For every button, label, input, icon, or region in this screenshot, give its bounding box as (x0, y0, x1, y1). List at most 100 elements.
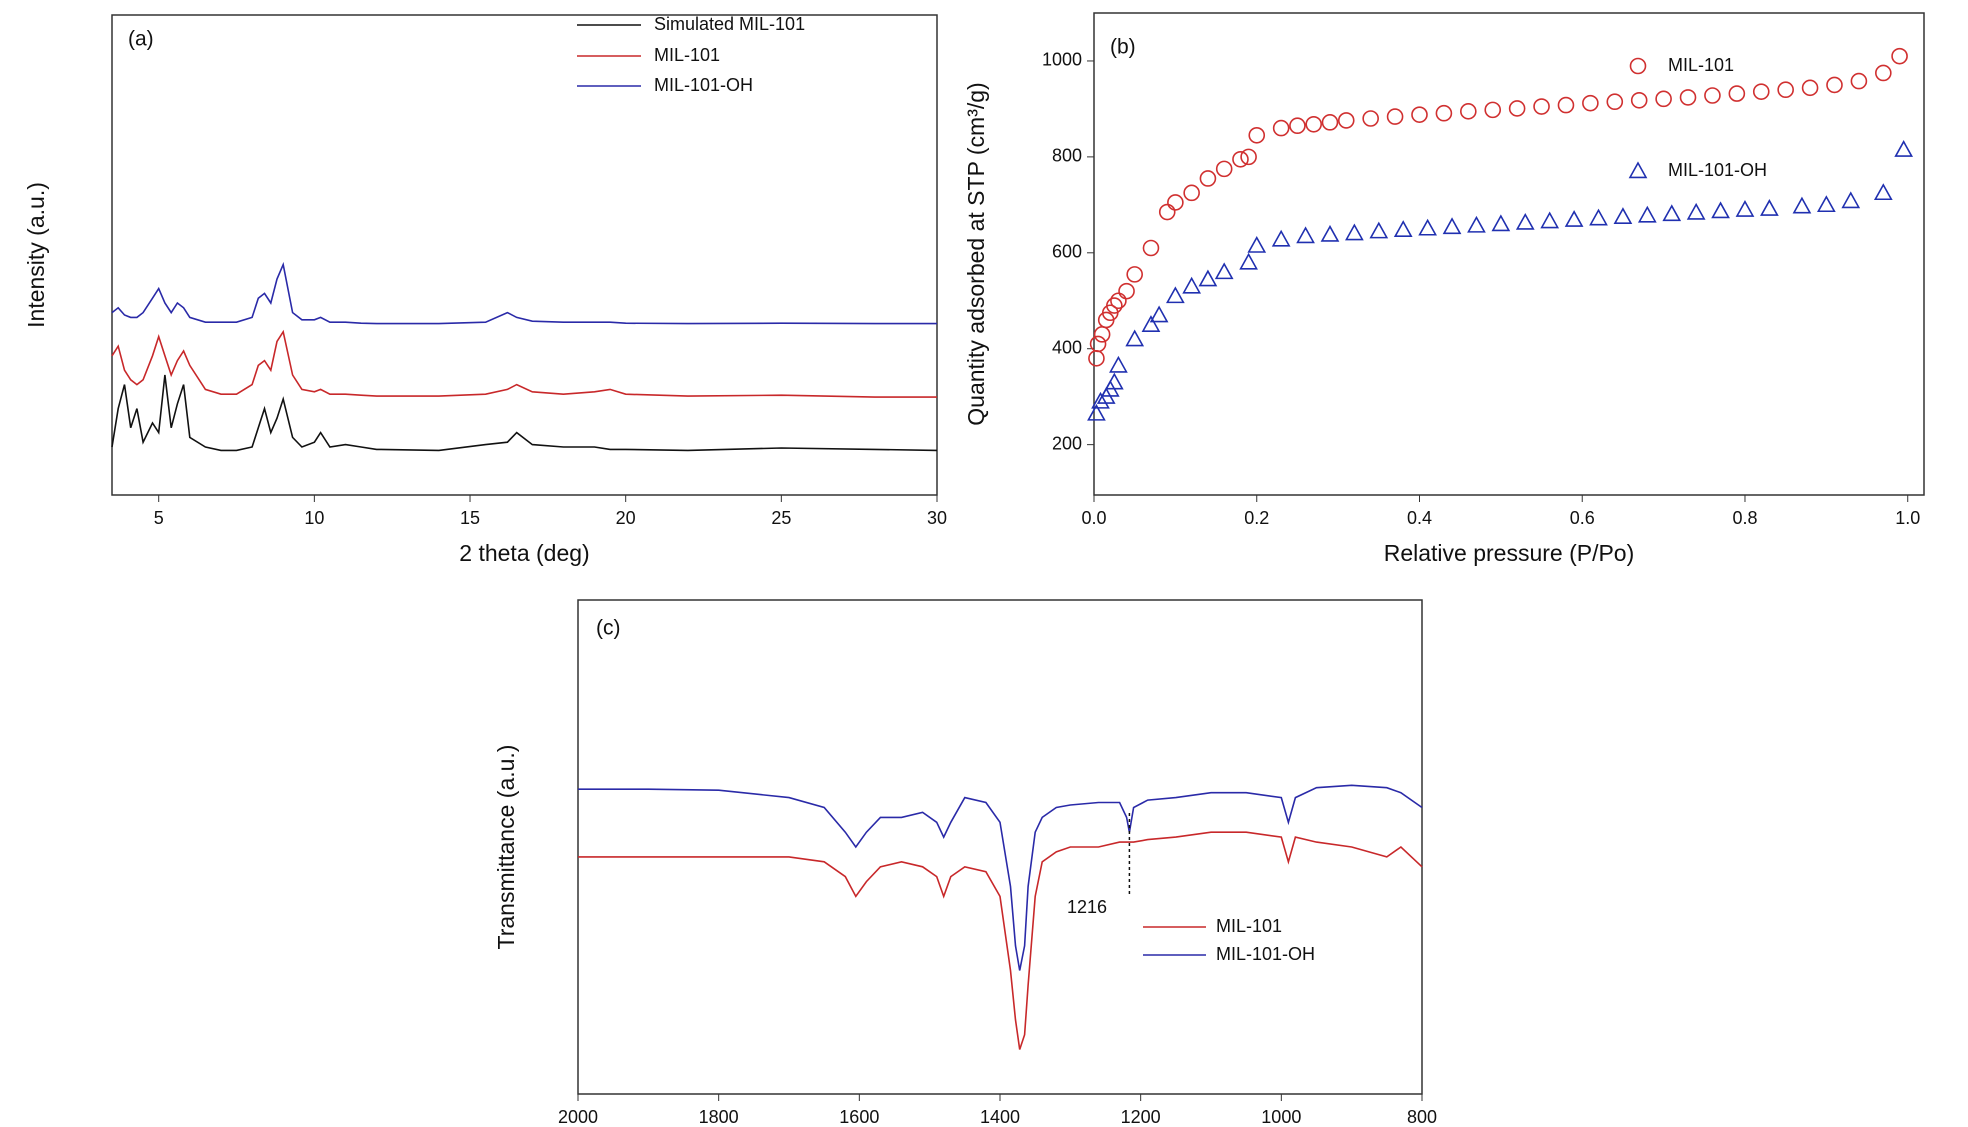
x-tick-label: 15 (460, 508, 480, 528)
data-line (578, 784, 1423, 971)
data-point (1109, 355, 1128, 373)
legend-swatch (1628, 161, 1648, 179)
data-point (1214, 262, 1234, 280)
data-point (1272, 119, 1290, 137)
legend-label: MIL-101-OH (1216, 944, 1315, 964)
data-point (1442, 217, 1462, 235)
data-point (1386, 108, 1404, 125)
data-line (578, 831, 1423, 1050)
x-tick-label: 0.2 (1244, 508, 1269, 528)
data-point (1393, 220, 1413, 237)
data-point (1613, 207, 1633, 225)
data-point (1515, 212, 1535, 230)
data-point (1248, 126, 1266, 144)
plot-frame (111, 14, 938, 496)
legend-label: MIL-101 (1668, 55, 1734, 75)
data-point (1320, 224, 1340, 242)
data-point (1606, 93, 1624, 111)
data-point (1125, 329, 1145, 347)
x-tick-label: 1200 (1121, 1107, 1161, 1127)
data-point (1215, 160, 1233, 178)
data-point (1801, 79, 1819, 97)
data-point (1816, 195, 1836, 213)
data-point (1491, 214, 1511, 232)
x-tick-label: 5 (154, 508, 164, 528)
x-tick-label: 0.8 (1732, 508, 1757, 528)
data-point (1875, 64, 1892, 82)
data-point (1296, 226, 1315, 244)
data-point (1166, 286, 1185, 304)
data-point (1655, 90, 1672, 108)
plot-frame (577, 599, 1423, 1095)
data-point (1239, 252, 1258, 270)
y-axis-title: Quantity adsorbed at STP (cm³/g) (963, 82, 989, 425)
data-point (1104, 372, 1124, 390)
x-tick-label: 1.0 (1895, 508, 1920, 528)
data-point (1345, 223, 1364, 241)
data-point (1589, 208, 1608, 226)
data-point (1106, 297, 1123, 314)
data-point (1362, 110, 1379, 127)
data-point (1467, 215, 1486, 233)
data-point (1167, 194, 1184, 211)
data-point (1088, 350, 1105, 367)
y-tick-label: 400 (1052, 337, 1082, 357)
x-tick-label: 2000 (558, 1107, 598, 1127)
data-point (1418, 218, 1437, 236)
legend-label: MIL-101-OH (654, 75, 753, 95)
data-line (111, 261, 937, 325)
data-point (1792, 196, 1812, 214)
data-point (1183, 184, 1200, 202)
data-point (1182, 276, 1202, 294)
x-tick-label: 800 (1407, 1107, 1437, 1127)
legend-label: MIL-101-OH (1668, 160, 1767, 180)
data-point (1141, 315, 1161, 332)
data-point (1557, 96, 1575, 114)
data-point (1826, 76, 1843, 94)
legend-swatch (1629, 57, 1647, 75)
y-tick-label: 200 (1052, 433, 1082, 453)
data-point (1126, 266, 1143, 283)
data-point (1110, 292, 1127, 310)
data-point (1435, 104, 1453, 122)
x-axis-title: 2 theta (deg) (459, 540, 589, 566)
data-point (1704, 87, 1721, 104)
data-point (1679, 89, 1697, 106)
data-point (1752, 83, 1770, 100)
plot-frame (1093, 12, 1925, 496)
panel-label: (a) (128, 28, 154, 51)
x-tick-label: 0.6 (1570, 508, 1595, 528)
data-point (1735, 199, 1755, 217)
data-point (1508, 100, 1526, 117)
data-point (1873, 183, 1893, 201)
data-point (1247, 235, 1267, 253)
x-tick-label: 10 (304, 508, 324, 528)
data-point (1460, 103, 1477, 120)
data-line (111, 329, 937, 398)
x-tick-label: 1000 (1261, 1107, 1301, 1127)
legend-label: MIL-101 (1216, 916, 1282, 936)
data-point (1540, 211, 1560, 229)
data-point (1089, 335, 1107, 353)
x-axis-title: Relative pressure (P/Po) (1384, 540, 1635, 566)
x-tick-label: 0.4 (1407, 508, 1432, 528)
data-point (1149, 305, 1169, 323)
data-point (1321, 114, 1339, 131)
data-point (1305, 115, 1323, 133)
x-tick-label: 20 (616, 508, 636, 528)
legend-label: Simulated MIL-101 (654, 14, 805, 34)
data-point (1142, 239, 1160, 257)
data-point (1637, 205, 1657, 223)
data-point (1582, 94, 1599, 112)
x-tick-label: 25 (771, 508, 791, 528)
data-point (1662, 204, 1682, 222)
legend-label: MIL-101 (654, 45, 720, 65)
y-axis-title: Transmittance (a.u.) (493, 745, 519, 950)
x-tick-label: 0.0 (1081, 508, 1106, 528)
data-point (1158, 203, 1176, 221)
data-point (1564, 210, 1584, 227)
data-point (1894, 140, 1914, 157)
y-tick-label: 600 (1052, 242, 1082, 262)
y-axis-title: Intensity (a.u.) (23, 182, 49, 328)
data-point (1093, 326, 1111, 343)
